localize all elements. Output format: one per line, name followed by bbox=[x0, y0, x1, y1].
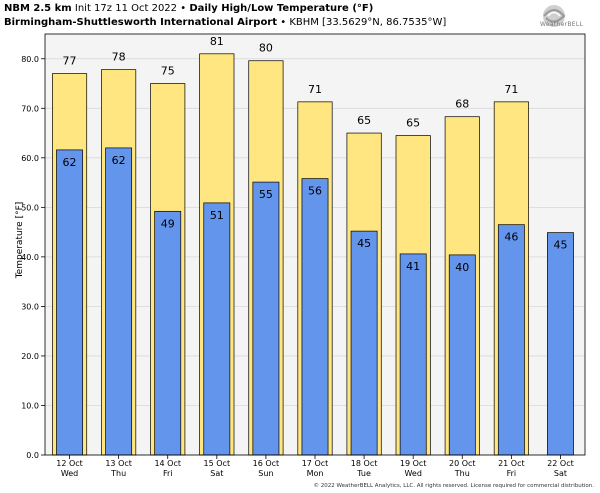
x-tick-day: Sat bbox=[210, 469, 223, 478]
y-tick-label: 60.0 bbox=[21, 154, 39, 163]
low-bar bbox=[105, 147, 133, 456]
x-tick-date: 20 Oct bbox=[449, 459, 476, 468]
x-tick-day: Thu bbox=[110, 469, 126, 478]
weatherbell-logo-text: WeatherBELL bbox=[540, 21, 584, 28]
x-tick-date: 16 Oct bbox=[253, 459, 280, 468]
separator: • bbox=[180, 3, 187, 14]
y-tick-label: 0.0 bbox=[26, 451, 39, 460]
x-tick-date: 22 Oct bbox=[547, 459, 574, 468]
y-tick-label: 30.0 bbox=[21, 302, 39, 311]
low-value-label: 62 bbox=[63, 156, 77, 169]
low-bar bbox=[56, 149, 83, 456]
x-tick-date: 17 Oct bbox=[302, 459, 329, 468]
init-time: Init 17z 11 Oct 2022 bbox=[74, 3, 178, 14]
low-value-label: 45 bbox=[357, 237, 371, 250]
high-value-label: 80 bbox=[259, 42, 273, 55]
low-value-label: 46 bbox=[504, 231, 518, 244]
x-tick-date: 18 Oct bbox=[351, 459, 378, 468]
high-value-label: 71 bbox=[308, 83, 322, 96]
low-value-label: 41 bbox=[406, 260, 420, 273]
low-value-label: 55 bbox=[259, 188, 273, 201]
y-tick-label: 20.0 bbox=[21, 352, 39, 361]
x-tick-date: 12 Oct bbox=[56, 459, 83, 468]
low-value-label: 40 bbox=[455, 261, 469, 274]
x-tick-day: Fri bbox=[163, 469, 173, 478]
plot-frame bbox=[44, 33, 586, 456]
x-tick-day: Tue bbox=[356, 469, 371, 478]
low-bar bbox=[497, 224, 525, 456]
station-meta: KBHM [33.5629°N, 86.7535°W] bbox=[289, 17, 447, 28]
low-bar bbox=[448, 254, 476, 456]
x-tick-day: Sun bbox=[258, 469, 273, 478]
copyright-footer: © 2022 WeatherBELL Analytics, LLC. All r… bbox=[313, 483, 594, 489]
station-name: Birmingham-Shuttlesworth International A… bbox=[4, 17, 278, 28]
x-tick-day: Mon bbox=[307, 469, 324, 478]
low-bar bbox=[154, 210, 182, 456]
low-value-label: 51 bbox=[210, 209, 224, 222]
y-tick-label: 70.0 bbox=[21, 104, 39, 113]
low-bar bbox=[252, 181, 280, 456]
y-tick-label: 40.0 bbox=[21, 253, 39, 262]
low-bar bbox=[399, 253, 427, 456]
header-line-2: Birmingham-Shuttlesworth International A… bbox=[4, 17, 446, 28]
y-tick-label: 10.0 bbox=[21, 401, 39, 410]
x-tick-day: Sat bbox=[554, 469, 567, 478]
x-tick-day: Thu bbox=[454, 469, 470, 478]
low-bar bbox=[203, 202, 231, 456]
model-name: NBM 2.5 km bbox=[4, 3, 72, 14]
chart-title: Daily High/Low Temperature (°F) bbox=[189, 3, 374, 14]
x-tick-day: Fri bbox=[507, 469, 517, 478]
y-tick-label: 80.0 bbox=[21, 55, 39, 64]
low-bar bbox=[350, 230, 378, 456]
low-value-label: 62 bbox=[112, 154, 126, 167]
x-tick-date: 14 Oct bbox=[154, 459, 181, 468]
high-value-label: 81 bbox=[210, 35, 224, 48]
weatherbell-swirl-logo-icon bbox=[543, 5, 566, 27]
high-value-label: 77 bbox=[63, 55, 77, 68]
x-tick-day: Wed bbox=[61, 469, 78, 478]
separator: • bbox=[280, 17, 287, 28]
low-bar bbox=[301, 178, 329, 456]
y-tick-label: 50.0 bbox=[21, 203, 39, 212]
low-temperature-series: 62 62 49 51 55 56 45 41 40 46 45 bbox=[56, 147, 574, 456]
high-value-label: 65 bbox=[357, 114, 371, 127]
low-value-label: 56 bbox=[308, 185, 322, 198]
header-line-1: NBM 2.5 km Init 17z 11 Oct 2022 • Daily … bbox=[4, 3, 373, 14]
low-value-label: 49 bbox=[161, 217, 175, 230]
low-bar bbox=[547, 232, 574, 456]
low-value-label: 45 bbox=[553, 239, 567, 252]
high-value-label: 78 bbox=[112, 51, 126, 64]
high-value-label: 68 bbox=[455, 98, 469, 111]
x-tick-date: 13 Oct bbox=[105, 459, 132, 468]
y-axis-ticks: 0.0 10.0 20.0 30.0 40.0 50.0 60.0 70.0 80.0 bbox=[21, 55, 45, 460]
x-tick-date: 21 Oct bbox=[498, 459, 525, 468]
x-tick-date: 19 Oct bbox=[400, 459, 427, 468]
x-tick-day: Wed bbox=[404, 469, 421, 478]
high-value-label: 65 bbox=[406, 117, 420, 130]
high-value-label: 71 bbox=[504, 83, 518, 96]
high-value-label: 75 bbox=[161, 65, 175, 78]
x-tick-date: 15 Oct bbox=[204, 459, 231, 468]
